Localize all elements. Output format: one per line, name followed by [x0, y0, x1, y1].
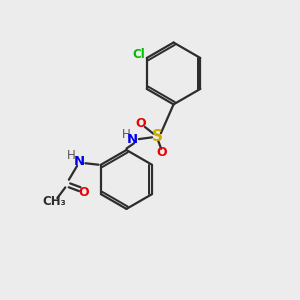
Text: S: S [152, 129, 163, 144]
Text: N: N [127, 133, 138, 146]
Text: H: H [67, 149, 76, 162]
Text: O: O [78, 186, 88, 199]
Text: Cl: Cl [132, 48, 145, 61]
Text: N: N [73, 155, 84, 168]
Text: CH₃: CH₃ [42, 195, 66, 208]
Text: H: H [122, 128, 130, 141]
Text: O: O [157, 146, 167, 159]
Text: O: O [136, 117, 146, 130]
